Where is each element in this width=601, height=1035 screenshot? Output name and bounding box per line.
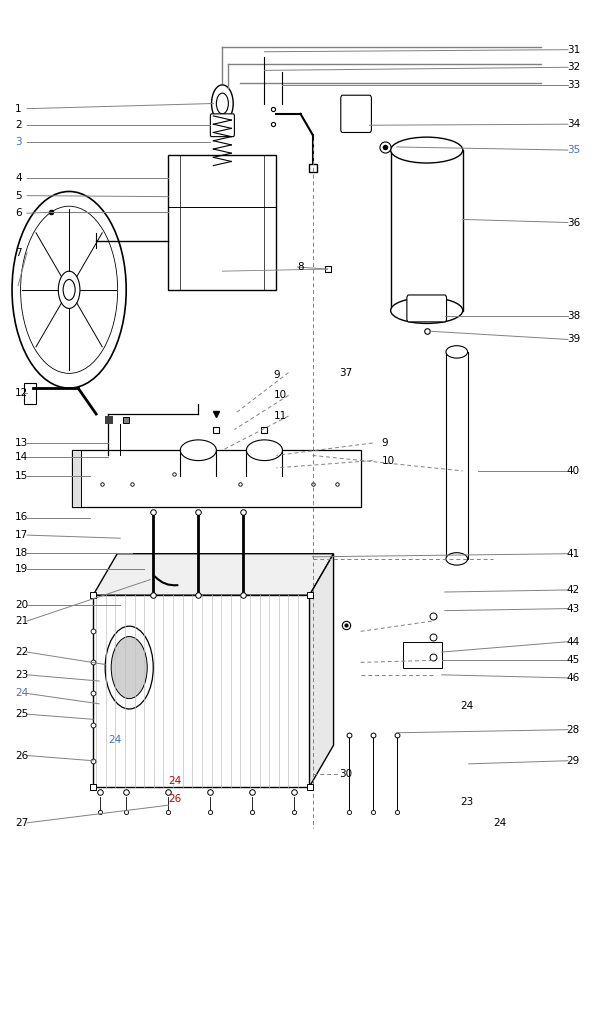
Ellipse shape: [246, 440, 282, 461]
Text: 18: 18: [15, 548, 28, 558]
Text: 16: 16: [15, 512, 28, 523]
Text: 1: 1: [15, 104, 22, 114]
Text: 14: 14: [15, 452, 28, 463]
Ellipse shape: [446, 346, 468, 358]
Text: 31: 31: [567, 45, 580, 55]
Text: 45: 45: [567, 655, 580, 666]
Text: 39: 39: [567, 334, 580, 345]
Text: 22: 22: [15, 647, 28, 657]
Text: 24: 24: [460, 701, 473, 711]
Text: 33: 33: [567, 80, 580, 90]
Circle shape: [111, 637, 147, 699]
Text: 9: 9: [382, 438, 388, 448]
Text: 24: 24: [108, 735, 121, 745]
Text: 30: 30: [340, 769, 353, 779]
Text: 11: 11: [273, 411, 287, 421]
Text: 24: 24: [493, 818, 506, 828]
Text: 32: 32: [567, 62, 580, 72]
Text: 36: 36: [567, 217, 580, 228]
Text: 26: 26: [15, 750, 28, 761]
Circle shape: [58, 271, 80, 308]
Text: 4: 4: [15, 173, 22, 183]
Text: 5: 5: [15, 190, 22, 201]
Ellipse shape: [391, 298, 463, 323]
Text: 40: 40: [567, 466, 580, 476]
Circle shape: [105, 626, 153, 709]
Text: 3: 3: [15, 137, 22, 147]
Text: 35: 35: [567, 145, 580, 155]
Text: 43: 43: [567, 603, 580, 614]
Text: 12: 12: [15, 388, 28, 398]
FancyBboxPatch shape: [341, 95, 371, 132]
FancyBboxPatch shape: [210, 114, 234, 137]
Text: 8: 8: [297, 262, 304, 272]
Ellipse shape: [391, 137, 463, 164]
Polygon shape: [310, 554, 334, 787]
Text: 15: 15: [15, 471, 28, 481]
Text: 29: 29: [567, 756, 580, 766]
Text: 34: 34: [567, 119, 580, 129]
Text: 23: 23: [15, 670, 28, 680]
Text: 25: 25: [15, 709, 28, 719]
Text: 21: 21: [15, 616, 28, 626]
Text: 44: 44: [567, 637, 580, 647]
Ellipse shape: [180, 440, 216, 461]
Text: 13: 13: [15, 438, 28, 448]
Text: 24: 24: [15, 688, 28, 699]
Text: 37: 37: [340, 367, 353, 378]
Text: 17: 17: [15, 530, 28, 540]
Text: 20: 20: [15, 600, 28, 611]
FancyBboxPatch shape: [407, 295, 447, 322]
Polygon shape: [93, 554, 334, 595]
Text: 6: 6: [15, 208, 22, 218]
Text: 7: 7: [15, 247, 22, 258]
Text: 10: 10: [382, 455, 395, 466]
Text: 42: 42: [567, 585, 580, 595]
Text: 46: 46: [567, 673, 580, 683]
Text: 41: 41: [567, 549, 580, 559]
Text: 38: 38: [567, 310, 580, 321]
Text: 2: 2: [15, 120, 22, 130]
Ellipse shape: [446, 553, 468, 565]
Bar: [168, 155, 276, 290]
Bar: [391, 150, 463, 310]
Bar: [446, 352, 468, 559]
Bar: [72, 450, 81, 507]
FancyBboxPatch shape: [24, 383, 36, 404]
Text: 27: 27: [15, 818, 28, 828]
Text: 28: 28: [567, 724, 580, 735]
Circle shape: [216, 93, 228, 114]
Text: 9: 9: [273, 369, 280, 380]
Text: 19: 19: [15, 564, 28, 574]
Text: 26: 26: [168, 794, 182, 804]
Bar: [72, 450, 361, 507]
Text: 24: 24: [168, 776, 182, 787]
Text: 10: 10: [273, 390, 287, 401]
Circle shape: [63, 279, 75, 300]
Text: 23: 23: [460, 797, 473, 807]
Bar: [403, 642, 442, 668]
Bar: [93, 595, 310, 787]
